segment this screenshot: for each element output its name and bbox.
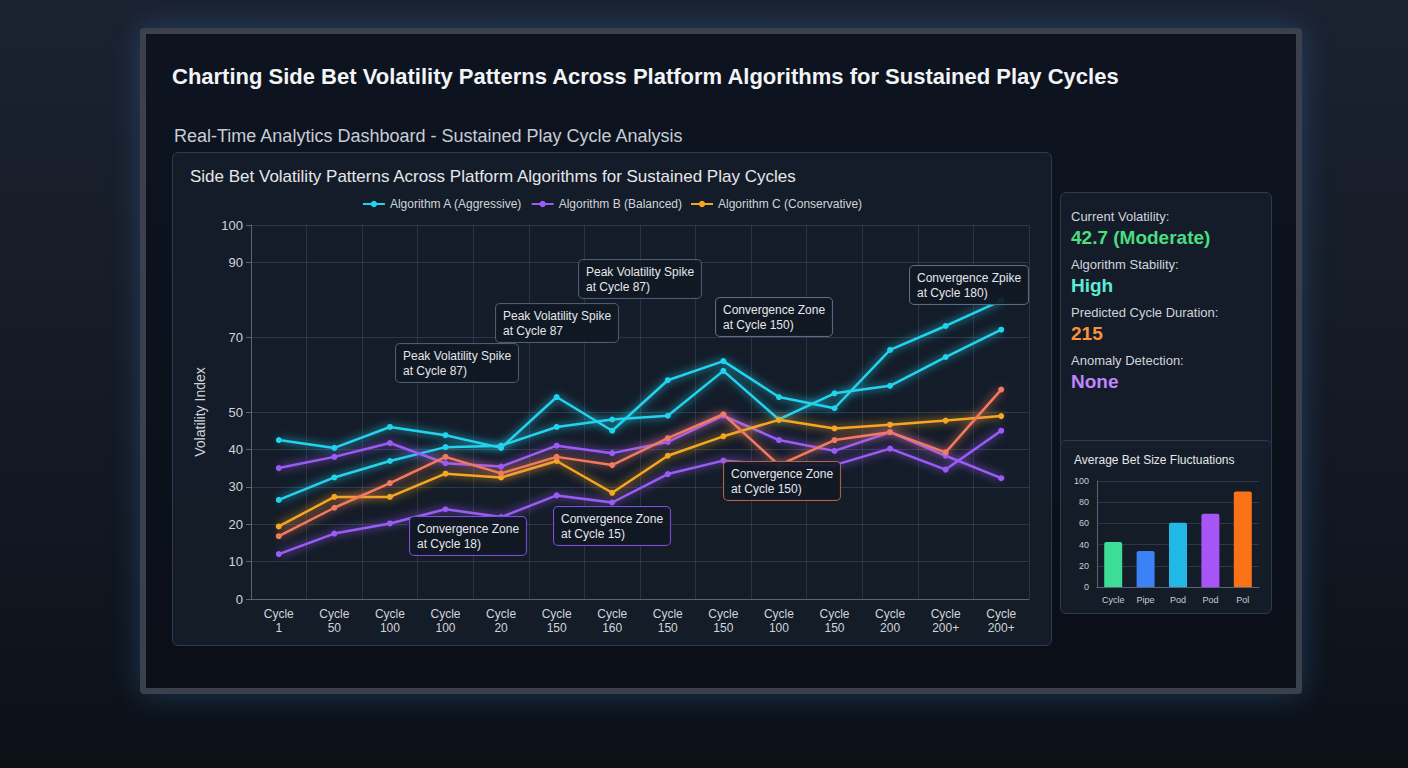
svg-text:Algorithm C (Conservative): Algorithm C (Conservative) [718, 197, 862, 211]
svg-text:Pol: Pol [1236, 595, 1249, 605]
svg-text:Cycle: Cycle [264, 607, 294, 621]
svg-text:Cycle: Cycle [430, 607, 460, 621]
svg-text:Convergence Zone: Convergence Zone [417, 522, 519, 536]
svg-text:Cycle: Cycle [764, 607, 794, 621]
svg-text:Cycle: Cycle [319, 607, 349, 621]
svg-text:at Cycle 87): at Cycle 87) [586, 280, 650, 294]
svg-text:30: 30 [229, 479, 243, 494]
svg-text:Cycle: Cycle [986, 607, 1016, 621]
svg-text:100: 100 [1074, 476, 1089, 486]
svg-text:Pipe: Pipe [1137, 595, 1155, 605]
svg-text:Cycle: Cycle [542, 607, 572, 621]
svg-text:Average Bet Size Fluctuations: Average Bet Size Fluctuations [1074, 453, 1235, 467]
svg-text:Cycle: Cycle [819, 607, 849, 621]
svg-text:at Cycle 15): at Cycle 15) [561, 527, 625, 541]
svg-text:100: 100 [769, 621, 789, 635]
svg-text:150: 150 [547, 621, 567, 635]
html-text:None: None [1071, 371, 1119, 392]
svg-text:100: 100 [221, 218, 243, 233]
svg-text:50: 50 [328, 621, 342, 635]
html-text:Predicted Cycle Duration:: Predicted Cycle Duration: [1071, 305, 1219, 320]
svg-text:100: 100 [435, 621, 455, 635]
svg-text:Convergence Zone: Convergence Zone [731, 467, 833, 481]
svg-text:80: 80 [1079, 497, 1089, 507]
svg-text:Cycle: Cycle [375, 607, 405, 621]
svg-text:Algorithm B (Balanced): Algorithm B (Balanced) [559, 197, 682, 211]
svg-text:160: 160 [602, 621, 622, 635]
svg-text:Volatility Index: Volatility Index [192, 367, 208, 457]
svg-text:20: 20 [1079, 561, 1089, 571]
html-text:Charting Side Bet Volatility P: Charting Side Bet Volatility Patterns Ac… [172, 64, 1119, 89]
svg-text:Side Bet Volatility Patterns A: Side Bet Volatility Patterns Across Plat… [190, 167, 796, 186]
svg-text:40: 40 [1079, 540, 1089, 550]
svg-text:60: 60 [1079, 518, 1089, 528]
svg-text:70: 70 [229, 330, 243, 345]
svg-text:at Cycle 18): at Cycle 18) [417, 537, 481, 551]
svg-text:0: 0 [1084, 582, 1089, 592]
svg-text:Cycle: Cycle [1102, 595, 1125, 605]
svg-text:150: 150 [824, 621, 844, 635]
svg-text:Cycle: Cycle [708, 607, 738, 621]
svg-text:Cycle: Cycle [597, 607, 627, 621]
svg-text:Peak Volatility Spike: Peak Volatility Spike [586, 265, 694, 279]
svg-text:at Cycle 180): at Cycle 180) [917, 286, 988, 300]
svg-text:150: 150 [713, 621, 733, 635]
svg-text:0: 0 [236, 592, 243, 607]
html-text:Anomaly Detection:: Anomaly Detection: [1071, 353, 1184, 368]
svg-text:Peak Volatility Spike: Peak Volatility Spike [503, 309, 611, 323]
svg-text:40: 40 [229, 442, 243, 457]
svg-text:Convergence Zpike: Convergence Zpike [917, 271, 1021, 285]
html-text:42.7 (Moderate): 42.7 (Moderate) [1071, 227, 1211, 248]
svg-text:Convergence Zone: Convergence Zone [561, 512, 663, 526]
svg-text:Pod: Pod [1202, 595, 1218, 605]
svg-text:Convergence Zone: Convergence Zone [723, 303, 825, 317]
svg-text:Cycle: Cycle [875, 607, 905, 621]
svg-text:Cycle: Cycle [653, 607, 683, 621]
svg-text:10: 10 [229, 554, 243, 569]
svg-text:20: 20 [494, 621, 508, 635]
html-text:215: 215 [1071, 323, 1103, 344]
svg-text:200+: 200+ [988, 621, 1015, 635]
html-text:Algorithm Stability:: Algorithm Stability: [1071, 257, 1179, 272]
svg-text:at Cycle 150): at Cycle 150) [723, 318, 794, 332]
html-text:Real-Time Analytics Dashboard: Real-Time Analytics Dashboard - Sustaine… [174, 126, 683, 146]
svg-text:Pod: Pod [1170, 595, 1186, 605]
svg-text:Algorithm A (Aggressive): Algorithm A (Aggressive) [390, 197, 521, 211]
svg-text:at Cycle 150): at Cycle 150) [731, 482, 802, 496]
svg-text:at Cycle 87): at Cycle 87) [403, 364, 467, 378]
html-text:Current Volatility:: Current Volatility: [1071, 209, 1170, 224]
html-text:High: High [1071, 275, 1114, 296]
svg-text:50: 50 [229, 405, 243, 420]
svg-text:90: 90 [229, 255, 243, 270]
svg-text:20: 20 [229, 517, 243, 532]
svg-text:Cycle: Cycle [931, 607, 961, 621]
svg-text:1: 1 [275, 621, 282, 635]
svg-text:Cycle: Cycle [486, 607, 516, 621]
svg-text:100: 100 [380, 621, 400, 635]
svg-text:at Cycle 87: at Cycle 87 [503, 324, 563, 338]
svg-text:200: 200 [880, 621, 900, 635]
svg-text:Peak Volatility Spike: Peak Volatility Spike [403, 349, 511, 363]
svg-text:200+: 200+ [932, 621, 959, 635]
svg-text:150: 150 [658, 621, 678, 635]
